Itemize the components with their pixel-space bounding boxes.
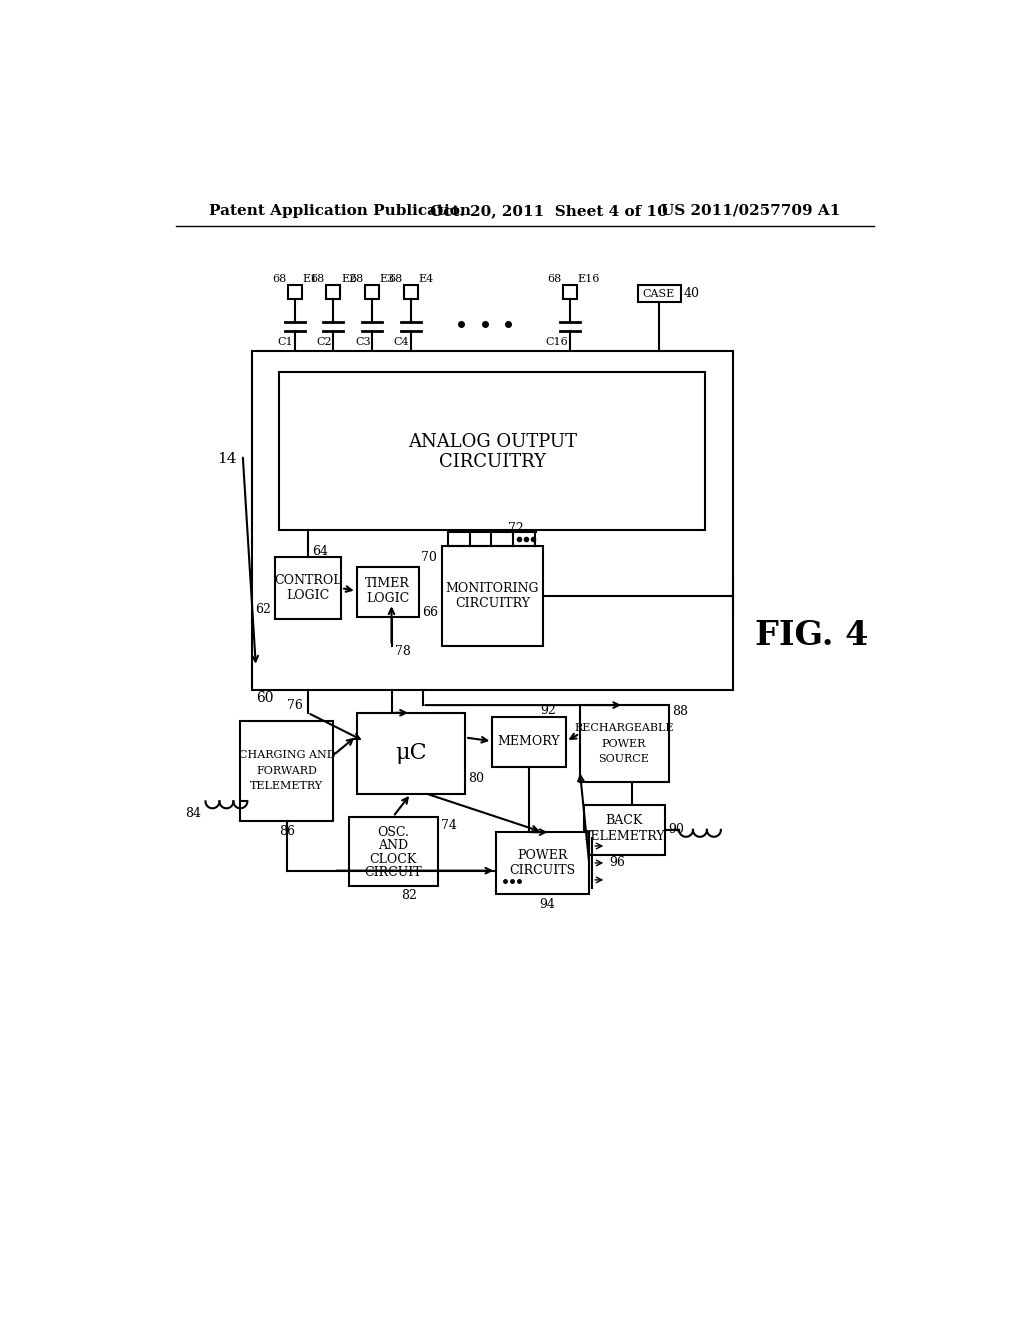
Text: 60: 60 — [256, 692, 273, 705]
Text: SOURCE: SOURCE — [599, 754, 649, 764]
Text: 78: 78 — [394, 645, 411, 659]
Bar — [252, 351, 732, 689]
Bar — [366, 285, 379, 300]
Bar — [403, 285, 418, 300]
Text: C16: C16 — [546, 337, 568, 347]
Text: POWER: POWER — [602, 739, 646, 748]
Text: 92: 92 — [541, 704, 556, 717]
Text: E4: E4 — [419, 275, 434, 284]
Text: 96: 96 — [609, 857, 625, 870]
Text: FIG. 4: FIG. 4 — [755, 619, 868, 652]
Text: TELEMETRY: TELEMETRY — [250, 781, 324, 791]
Text: C1: C1 — [278, 337, 293, 347]
Text: 62: 62 — [256, 603, 271, 616]
Text: Oct. 20, 2011  Sheet 4 of 10: Oct. 20, 2011 Sheet 4 of 10 — [430, 203, 668, 218]
Text: FORWARD: FORWARD — [256, 766, 317, 776]
Text: 14: 14 — [217, 451, 237, 466]
Text: 72: 72 — [508, 521, 523, 535]
Bar — [563, 285, 577, 300]
Text: US 2011/0257709 A1: US 2011/0257709 A1 — [662, 203, 841, 218]
Bar — [327, 285, 340, 300]
Text: 68: 68 — [271, 275, 286, 284]
Text: E3: E3 — [380, 275, 395, 284]
Text: CIRCUITS: CIRCUITS — [510, 865, 575, 878]
Text: POWER: POWER — [517, 849, 568, 862]
Text: BACK: BACK — [605, 814, 643, 828]
Text: 88: 88 — [672, 705, 688, 718]
Text: ANALOG OUTPUT: ANALOG OUTPUT — [408, 433, 577, 450]
Text: 64: 64 — [311, 545, 328, 557]
Text: TIMER: TIMER — [366, 577, 410, 590]
Text: 40: 40 — [684, 288, 699, 301]
Text: 68: 68 — [547, 275, 561, 284]
Text: E1: E1 — [302, 275, 317, 284]
Text: 66: 66 — [422, 606, 437, 619]
Text: MEMORY: MEMORY — [498, 735, 560, 748]
Text: LOGIC: LOGIC — [286, 589, 330, 602]
Text: 90: 90 — [669, 824, 684, 837]
Bar — [493, 717, 566, 767]
Bar — [638, 285, 681, 302]
Text: 84: 84 — [185, 807, 201, 820]
Bar — [356, 713, 465, 793]
Text: LOGIC: LOGIC — [366, 593, 410, 606]
Bar — [356, 566, 419, 616]
Text: CHARGING AND: CHARGING AND — [239, 750, 335, 760]
Text: 74: 74 — [441, 820, 457, 833]
Text: 68: 68 — [349, 275, 364, 284]
Text: μC: μC — [395, 742, 427, 764]
Text: CLOCK: CLOCK — [370, 853, 417, 866]
Text: CIRCUIT: CIRCUIT — [365, 866, 422, 879]
Bar — [580, 705, 669, 781]
Text: C2: C2 — [316, 337, 332, 347]
Bar — [275, 557, 341, 619]
Text: CASE: CASE — [643, 289, 675, 298]
Text: MONITORING: MONITORING — [445, 582, 539, 594]
Bar — [496, 832, 589, 894]
Text: 80: 80 — [469, 772, 484, 785]
Bar — [442, 545, 543, 645]
Bar — [241, 721, 334, 821]
Text: OSC.: OSC. — [377, 825, 409, 838]
Text: E16: E16 — [578, 275, 600, 284]
Text: 68: 68 — [310, 275, 325, 284]
Text: 68: 68 — [388, 275, 402, 284]
Text: CONTROL: CONTROL — [274, 574, 342, 587]
Bar — [288, 285, 302, 300]
Text: CIRCUITRY: CIRCUITRY — [455, 597, 529, 610]
Text: C4: C4 — [393, 337, 410, 347]
Text: E2: E2 — [341, 275, 356, 284]
Text: Patent Application Publication: Patent Application Publication — [209, 203, 471, 218]
Text: RECHARGEABLE: RECHARGEABLE — [574, 723, 674, 733]
Text: C3: C3 — [355, 337, 371, 347]
Text: AND: AND — [378, 838, 409, 851]
Text: TELEMETRY: TELEMETRY — [583, 829, 666, 842]
Bar — [349, 817, 438, 886]
Text: 76: 76 — [288, 698, 303, 711]
Bar — [280, 372, 706, 531]
Text: 94: 94 — [539, 898, 555, 911]
Text: 86: 86 — [279, 825, 295, 838]
Text: 82: 82 — [400, 888, 417, 902]
Bar — [584, 805, 665, 855]
Text: CIRCUITRY: CIRCUITRY — [438, 453, 546, 471]
Text: 70: 70 — [421, 550, 437, 564]
